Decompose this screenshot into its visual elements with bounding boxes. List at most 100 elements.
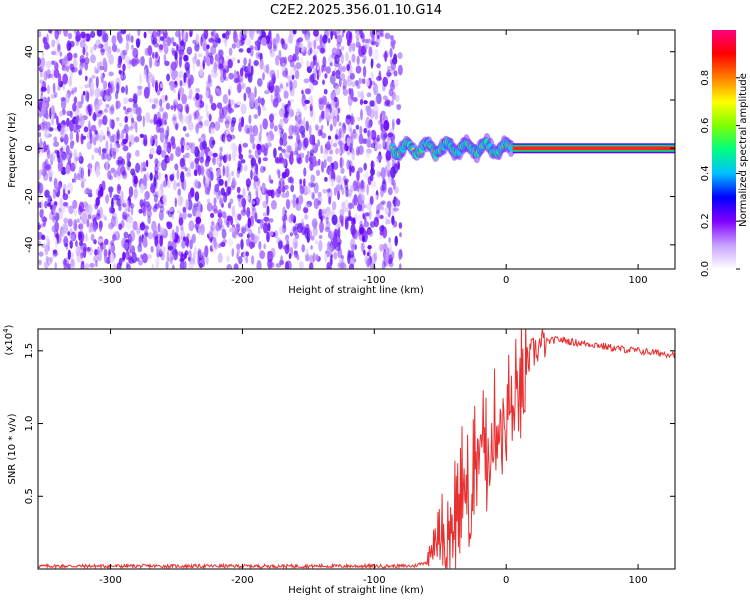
noise-blob <box>346 62 349 71</box>
noise-blob <box>290 213 294 222</box>
noise-blob <box>72 140 75 146</box>
noise-blob <box>294 46 300 57</box>
noise-blob <box>165 102 171 110</box>
noise-blob <box>98 134 104 143</box>
noise-blob <box>258 157 262 165</box>
noise-blob <box>182 208 187 220</box>
noise-blob <box>175 234 181 244</box>
noise-blob <box>159 205 165 213</box>
noise-blob <box>382 243 388 251</box>
noise-blob <box>329 256 333 266</box>
noise-blob <box>334 139 340 144</box>
noise-blob <box>50 93 57 99</box>
noise-blob <box>96 112 103 118</box>
noise-blob <box>391 40 395 50</box>
noise-blob <box>238 48 244 53</box>
noise-blob <box>294 141 298 149</box>
noise-blob <box>262 212 268 217</box>
noise-blob <box>254 196 260 206</box>
noise-blob <box>290 98 294 103</box>
noise-blob <box>73 148 78 160</box>
noise-blob <box>243 164 248 172</box>
noise-blob <box>142 161 147 169</box>
noise-blob <box>88 228 94 233</box>
noise-blob <box>207 150 213 157</box>
noise-blob <box>286 217 291 222</box>
noise-blob <box>40 85 44 96</box>
noise-blob <box>235 212 239 224</box>
noise-blob <box>291 125 298 133</box>
noise-blob <box>142 115 145 128</box>
noise-blob <box>380 188 384 198</box>
noise-blob <box>356 215 362 223</box>
noise-blob <box>296 153 301 164</box>
noise-blob <box>206 44 210 50</box>
noise-blob <box>375 194 378 200</box>
noise-blob <box>45 127 50 136</box>
noise-blob <box>308 81 314 92</box>
noise-blob <box>338 76 342 88</box>
noise-blob <box>221 228 227 239</box>
noise-blob <box>299 125 306 135</box>
noise-blob <box>217 168 221 178</box>
noise-blob <box>237 59 240 64</box>
snr-ytick-label: 0.5 <box>24 488 35 504</box>
noise-blob <box>99 109 104 116</box>
noise-blob <box>311 144 315 149</box>
noise-blob <box>204 245 209 258</box>
noise-blob <box>201 223 206 234</box>
noise-blob <box>250 200 256 205</box>
noise-blob <box>180 171 185 183</box>
noise-blob <box>184 145 190 150</box>
noise-blob <box>322 208 327 215</box>
noise-blob <box>38 240 42 247</box>
noise-blob <box>42 117 45 129</box>
noise-blob <box>109 206 114 214</box>
noise-blob <box>361 45 366 56</box>
noise-blob <box>218 49 224 57</box>
noise-blob <box>89 189 93 195</box>
noise-blob <box>137 106 142 116</box>
noise-blob <box>288 124 295 136</box>
noise-blob <box>281 138 288 147</box>
noise-blob <box>222 60 227 72</box>
noise-blob <box>194 246 197 255</box>
noise-blob <box>326 168 330 175</box>
noise-blob <box>261 105 267 112</box>
noise-blob <box>148 56 153 69</box>
noise-blob <box>395 199 401 207</box>
noise-blob <box>195 216 202 225</box>
noise-blob <box>305 154 309 164</box>
noise-blob <box>386 72 392 77</box>
noise-blob <box>133 93 138 105</box>
noise-blob <box>263 147 268 157</box>
noise-blob <box>136 227 141 234</box>
noise-blob <box>277 169 281 179</box>
noise-blob <box>81 180 85 189</box>
noise-blob <box>339 208 345 216</box>
noise-blob <box>351 131 357 139</box>
noise-blob <box>245 86 252 95</box>
noise-blob <box>159 30 162 35</box>
noise-blob <box>258 122 262 129</box>
noise-blob <box>262 72 265 81</box>
noise-blob <box>384 32 391 40</box>
noise-blob <box>379 214 384 220</box>
noise-blob <box>327 140 331 149</box>
noise-blob <box>352 97 358 102</box>
noise-blob <box>132 103 138 115</box>
noise-blob <box>304 99 310 104</box>
noise-blob <box>122 63 126 72</box>
noise-blob <box>142 206 147 217</box>
noise-blob <box>374 96 377 107</box>
noise-blob <box>350 223 356 236</box>
noise-blob <box>208 125 212 134</box>
noise-blob <box>363 162 368 171</box>
noise-blob <box>155 138 158 148</box>
noise-blob <box>304 204 310 209</box>
noise-blob <box>238 143 242 155</box>
noise-blob <box>267 189 273 197</box>
noise-blob <box>309 103 313 112</box>
noise-blob <box>155 226 160 234</box>
noise-blob <box>317 191 322 198</box>
